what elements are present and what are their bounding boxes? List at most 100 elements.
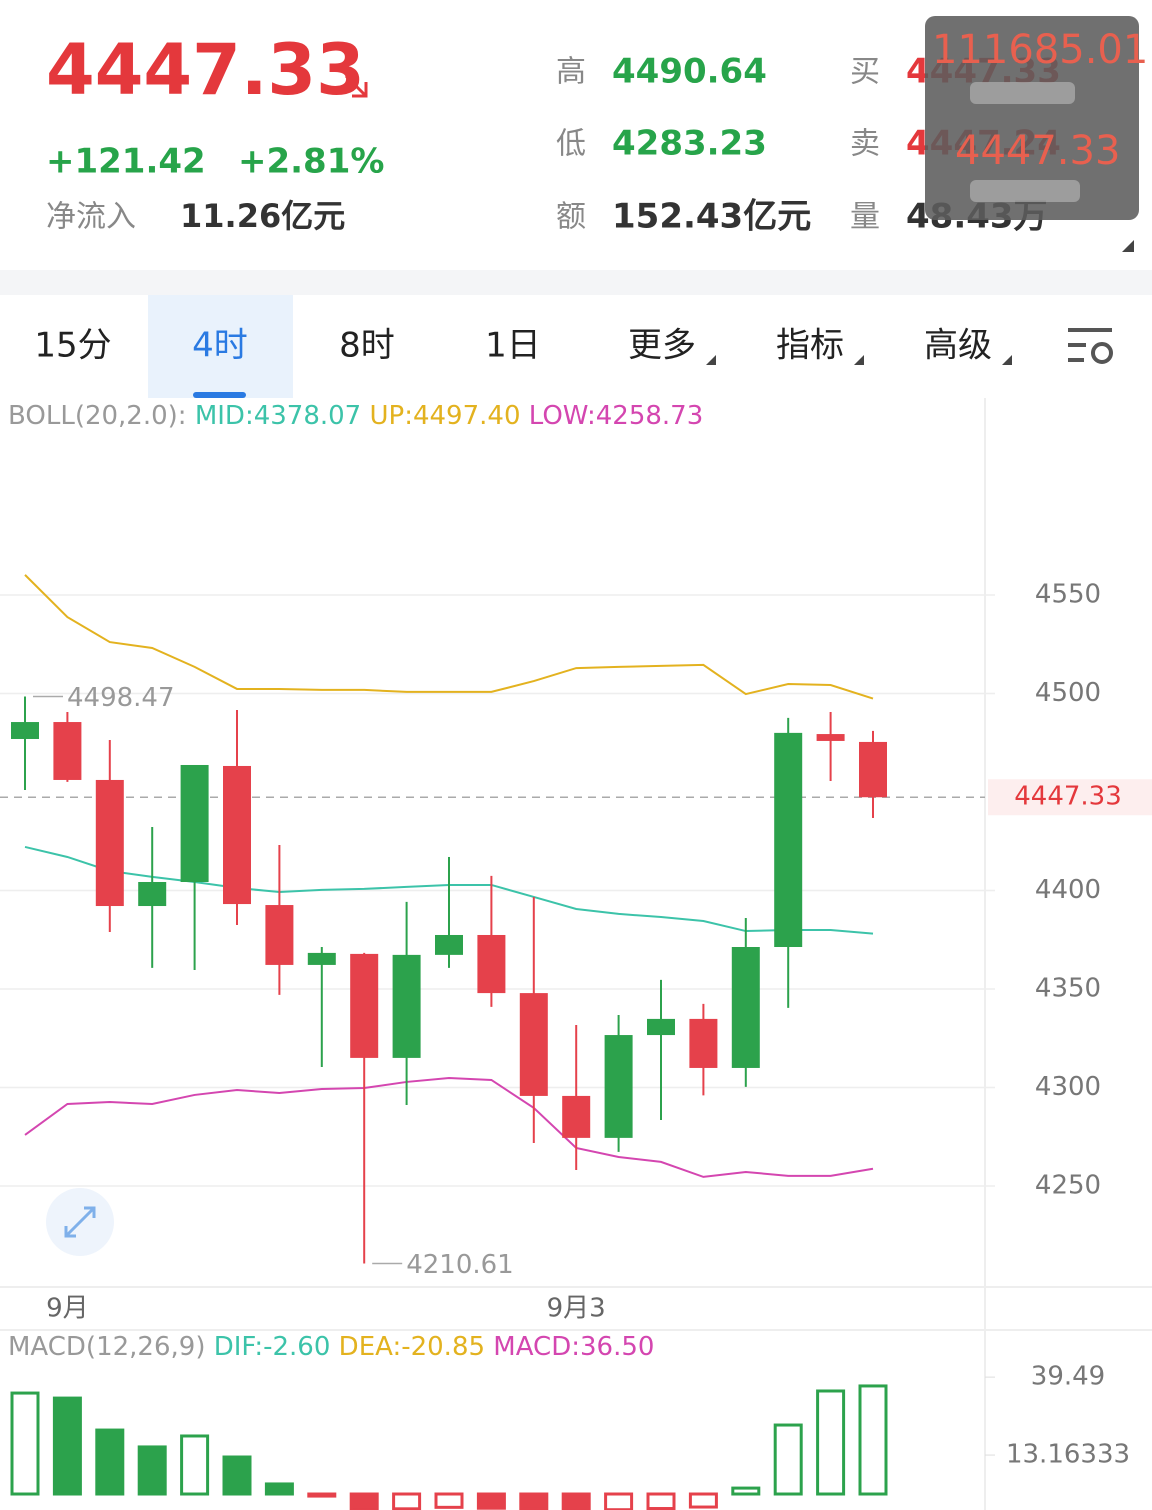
last-price-label: 4447.33 — [1014, 782, 1122, 812]
stat-value: 4490.64 — [612, 52, 767, 92]
candle-body — [731, 947, 760, 1068]
y-tick-label: 4400 — [1035, 875, 1101, 905]
stat-label: 卖 — [850, 127, 880, 162]
tab[interactable]: 1日 — [485, 326, 541, 366]
stat-label: 额 — [556, 200, 586, 235]
overlay-text: 111685.01 — [932, 27, 1148, 73]
macd-bar — [476, 1492, 506, 1510]
candle-body — [53, 722, 82, 780]
legend-item: MACD(12,26,9) — [8, 1332, 205, 1362]
macd-bar — [307, 1492, 337, 1498]
candle-body — [647, 1018, 675, 1036]
floating-overlay: 111685.01 4447.33 — [925, 16, 1148, 220]
legend-item: MACD:36.50 — [493, 1332, 654, 1362]
macd-bar — [349, 1492, 379, 1510]
legend-item: MID:4378.07 — [195, 401, 361, 431]
legend-item: BOLL(20,2.0): — [8, 401, 187, 431]
y-tick-label: 13.16333 — [1006, 1440, 1130, 1470]
change: +121.42 — [46, 142, 206, 182]
macd-bar — [52, 1396, 82, 1496]
trend-arrow — [344, 74, 368, 98]
overlay-box — [925, 16, 1139, 220]
corner-mark — [1122, 240, 1134, 252]
candle-body — [859, 741, 887, 798]
stat-label: 高 — [556, 55, 586, 90]
stat-label: 量 — [850, 200, 880, 235]
dropdown-caret — [854, 355, 864, 365]
macd-bar — [222, 1455, 252, 1496]
candle-body — [477, 934, 506, 994]
candle-body — [11, 722, 39, 739]
blur-strip — [970, 180, 1080, 202]
macd-bar — [561, 1492, 591, 1510]
x-tick-label: 9月 — [46, 1294, 89, 1324]
macd-bar — [137, 1445, 167, 1496]
candle-body — [689, 1018, 718, 1068]
macd-bar — [604, 1492, 634, 1510]
indicator-legend: MACD(12,26,9) DIF:-2.60 DEA:-20.85 MACD:… — [8, 1332, 654, 1362]
tab[interactable]: 更多 — [628, 326, 696, 366]
candle-body — [562, 1095, 591, 1138]
high-annotation: 4498.47 — [67, 683, 175, 713]
candle-body — [435, 934, 463, 955]
macd-bar — [180, 1434, 210, 1496]
band-line — [24, 574, 874, 700]
settings-icon[interactable] — [1068, 328, 1113, 364]
macd-bar — [688, 1492, 718, 1509]
quote-header: 4447.33 +121.42 +2.81% 净流入 11.26亿元 高 4490… — [46, 29, 1061, 236]
tab-highlight — [148, 295, 293, 398]
macd-bar — [10, 1391, 40, 1496]
tab[interactable]: 4时 — [192, 326, 248, 366]
y-tick-label: 4250 — [1035, 1170, 1101, 1200]
chart-area: 4250 4300 4350 4400 4500 4550 9月 9月3 BOLL(20,2.0… — [0, 398, 1152, 1510]
y-tick-label: 39.49 — [1031, 1362, 1105, 1392]
y-tick-label: 4500 — [1035, 678, 1101, 708]
candle-body — [95, 779, 124, 907]
macd-bar — [731, 1486, 761, 1496]
expand-button[interactable] — [46, 1188, 114, 1256]
tab[interactable]: 指标 — [776, 326, 844, 366]
candle-body — [307, 952, 336, 965]
low-annotation: 4210.61 — [406, 1250, 514, 1280]
y-tick-label: 4350 — [1035, 973, 1101, 1003]
dropdown-caret — [1002, 355, 1012, 365]
legend-item: LOW:4258.73 — [529, 401, 703, 431]
macd-bar — [773, 1423, 803, 1496]
candle-body — [519, 993, 548, 1096]
candle-body — [774, 732, 803, 948]
tab[interactable]: 15分 — [34, 326, 111, 366]
blur-strip — [970, 82, 1075, 104]
legend-item: DEA:-20.85 — [339, 1332, 485, 1362]
candle-body — [816, 734, 845, 741]
last-price-tag — [988, 779, 1152, 816]
legend-item: DIF:-2.60 — [214, 1332, 331, 1362]
change-pct: +2.81% — [238, 142, 384, 182]
candle-body — [392, 954, 421, 1058]
candle-body — [604, 1035, 633, 1138]
stat-value: 4283.23 — [612, 124, 767, 164]
overlay-text: 4447.33 — [955, 128, 1120, 174]
macd-bar — [858, 1384, 888, 1496]
macd-bar — [434, 1492, 464, 1509]
stat-label: 低 — [556, 127, 586, 162]
last-price: 4447.33 — [46, 29, 365, 111]
tab[interactable]: 高级 — [924, 326, 992, 366]
divider — [0, 270, 1152, 295]
net-inflow-label: 净流入 — [46, 200, 136, 235]
candle-body — [350, 953, 379, 1058]
macd-bar — [95, 1428, 125, 1496]
candle-body — [138, 881, 167, 907]
legend-item: UP:4497.40 — [370, 401, 521, 431]
y-tick-label: 4550 — [1035, 579, 1101, 609]
candle-body — [180, 764, 209, 882]
macd-bar — [646, 1492, 676, 1510]
tab-indicator — [193, 392, 246, 398]
stat-value: 152.43亿元 — [612, 197, 811, 237]
macd-bar — [816, 1389, 846, 1496]
macd-bar — [264, 1482, 294, 1496]
candle-body — [223, 765, 251, 905]
tab[interactable]: 8时 — [339, 326, 395, 366]
dropdown-caret — [706, 355, 716, 365]
